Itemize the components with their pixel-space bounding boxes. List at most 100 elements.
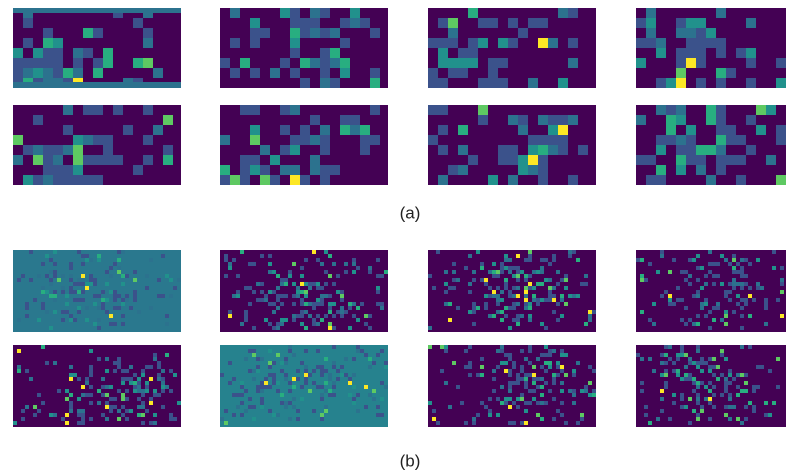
- activation-cell: [456, 306, 460, 310]
- feature-map: [13, 250, 181, 332]
- activation-cell: [564, 274, 568, 278]
- feature-map: [220, 8, 388, 88]
- activation-cell: [736, 385, 740, 389]
- activation-cell: [228, 361, 232, 365]
- activation-cell: [69, 314, 73, 318]
- activation-cell: [736, 155, 746, 165]
- activation-cell: [516, 294, 520, 298]
- activation-cell: [350, 8, 360, 18]
- activation-cell: [740, 258, 744, 262]
- activation-cell: [296, 286, 300, 290]
- activation-cell: [328, 306, 332, 310]
- activation-cell: [109, 322, 113, 326]
- activation-cell: [636, 155, 646, 165]
- activation-cell: [500, 318, 504, 322]
- activation-cell: [13, 421, 17, 425]
- activation-cell: [748, 345, 752, 349]
- activation-cell: [376, 290, 380, 294]
- activation-cell: [538, 165, 548, 175]
- activation-cell: [316, 298, 320, 302]
- activation-cell: [680, 345, 684, 349]
- activation-cell: [540, 270, 544, 274]
- activation-cell: [117, 258, 121, 262]
- activation-cell: [592, 310, 596, 314]
- activation-cell: [736, 175, 746, 185]
- activation-cell: [324, 357, 328, 361]
- activation-cell: [105, 298, 109, 302]
- activation-cell: [29, 377, 33, 381]
- activation-cell: [145, 381, 149, 385]
- activation-cell: [536, 401, 540, 405]
- activation-cell: [137, 405, 141, 409]
- activation-cell: [280, 318, 284, 322]
- activation-cell: [296, 377, 300, 381]
- feature-map: [428, 8, 596, 88]
- activation-cell: [684, 373, 688, 377]
- activation-cell: [512, 286, 516, 290]
- activation-cell: [468, 282, 472, 286]
- activation-cell: [764, 306, 768, 310]
- activation-cell: [736, 282, 740, 286]
- activation-cell: [528, 389, 532, 393]
- activation-cell: [558, 115, 568, 125]
- activation-cell: [696, 18, 706, 28]
- activation-cell: [376, 274, 380, 278]
- activation-cell: [280, 58, 290, 68]
- activation-cell: [61, 286, 65, 290]
- activation-cell: [686, 145, 696, 155]
- activation-cell: [516, 381, 520, 385]
- activation-cell: [656, 165, 666, 175]
- activation-cell: [578, 145, 588, 155]
- activation-cell: [141, 393, 145, 397]
- activation-cell: [344, 262, 348, 266]
- activation-cell: [109, 290, 113, 294]
- activation-cell: [564, 302, 568, 306]
- activation-cell: [726, 68, 736, 78]
- activation-cell: [328, 373, 332, 377]
- activation-cell: [69, 401, 73, 405]
- activation-cell: [652, 322, 656, 326]
- activation-cell: [23, 175, 33, 185]
- activation-cell: [524, 409, 528, 413]
- activation-cell: [538, 155, 548, 165]
- activation-cell: [720, 282, 724, 286]
- activation-cell: [250, 18, 260, 28]
- activation-cell: [117, 294, 121, 298]
- activation-cell: [77, 310, 81, 314]
- activation-cell: [478, 38, 488, 48]
- activation-cell: [336, 274, 340, 278]
- activation-cell: [696, 381, 700, 385]
- activation-cell: [666, 78, 676, 88]
- activation-cell: [656, 78, 666, 88]
- activation-cell: [93, 278, 97, 282]
- activation-cell: [688, 397, 692, 401]
- activation-cell: [518, 155, 528, 165]
- activation-cell: [368, 393, 372, 397]
- activation-cell: [232, 294, 236, 298]
- activation-cell: [544, 278, 548, 282]
- activation-cell: [484, 278, 488, 282]
- activation-cell: [700, 409, 704, 413]
- activation-cell: [320, 286, 324, 290]
- activation-cell: [588, 365, 592, 369]
- activation-cell: [256, 357, 260, 361]
- activation-cell: [244, 357, 248, 361]
- activation-cell: [492, 314, 496, 318]
- activation-cell: [668, 270, 672, 274]
- activation-cell: [320, 165, 330, 175]
- activation-cell: [43, 38, 53, 48]
- activation-cell: [45, 254, 49, 258]
- activation-cell: [320, 413, 324, 417]
- activation-cell: [300, 135, 310, 145]
- activation-cell: [33, 405, 37, 409]
- activation-cell: [646, 8, 656, 18]
- activation-cell: [508, 258, 512, 262]
- activation-cell: [752, 409, 756, 413]
- activation-cell: [276, 413, 280, 417]
- activation-cell: [312, 318, 316, 322]
- activation-cell: [746, 18, 756, 28]
- activation-cell: [744, 389, 748, 393]
- activation-cell: [684, 405, 688, 409]
- activation-cell: [240, 175, 250, 185]
- activation-cell: [746, 48, 756, 58]
